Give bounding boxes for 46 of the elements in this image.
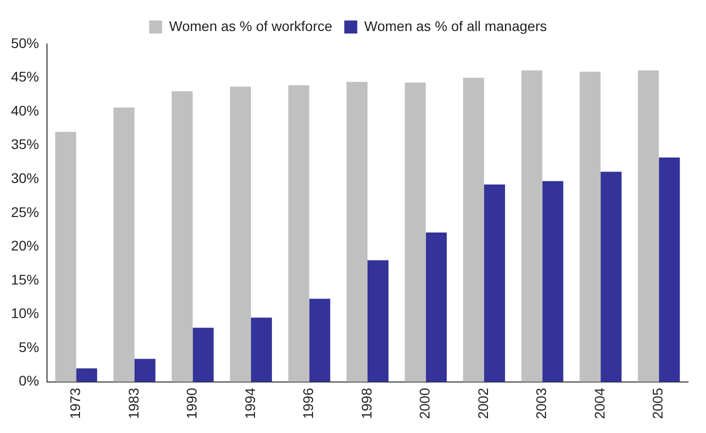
bar — [600, 172, 622, 382]
bar — [288, 85, 310, 382]
bar — [463, 78, 484, 382]
y-tick-label: 0% — [18, 372, 40, 389]
bar — [113, 108, 134, 382]
bar — [521, 70, 542, 382]
bar — [368, 260, 388, 382]
bar — [542, 181, 564, 382]
y-tick-label: 30% — [10, 170, 40, 186]
y-tick-label: 5% — [18, 338, 40, 355]
x-tick-label: 1990 — [184, 388, 200, 420]
bar — [404, 82, 426, 382]
legend-label: Women as % of all managers — [364, 18, 547, 34]
x-tick-label: 1994 — [242, 388, 258, 420]
bar — [580, 72, 601, 382]
bar — [55, 132, 76, 382]
x-tick-label: 2003 — [533, 388, 550, 420]
bar — [76, 368, 98, 382]
y-tick-label: 45% — [10, 68, 40, 85]
bar — [638, 70, 659, 382]
x-tick-label: 2004 — [591, 388, 608, 420]
bar — [230, 86, 251, 382]
bar — [192, 328, 214, 382]
y-tick-label: 40% — [10, 102, 40, 118]
x-tick-label: 1996 — [300, 388, 316, 420]
bar — [426, 232, 447, 382]
y-tick-label: 50% — [10, 34, 40, 51]
x-tick-label: 2005 — [650, 388, 666, 420]
bar — [346, 82, 368, 382]
y-tick-label: 25% — [10, 204, 40, 220]
x-tick-label: 1973 — [67, 388, 84, 420]
bar — [134, 358, 156, 382]
bar — [309, 298, 330, 382]
y-tick-label: 10% — [10, 305, 40, 322]
y-tick-label: 35% — [10, 136, 40, 152]
x-tick-label: 1998 — [358, 388, 374, 420]
x-tick-label: 1983 — [125, 388, 142, 420]
y-tick-label: 20% — [10, 238, 40, 254]
x-tick-label: 2000 — [416, 388, 433, 420]
bar — [172, 91, 193, 382]
y-tick-label: 15% — [10, 271, 40, 288]
x-tick-label: 2002 — [474, 388, 491, 420]
bar — [484, 184, 506, 382]
bar — [658, 158, 680, 382]
bar — [250, 318, 272, 382]
legend-label: Women as % of workforce — [169, 18, 332, 34]
